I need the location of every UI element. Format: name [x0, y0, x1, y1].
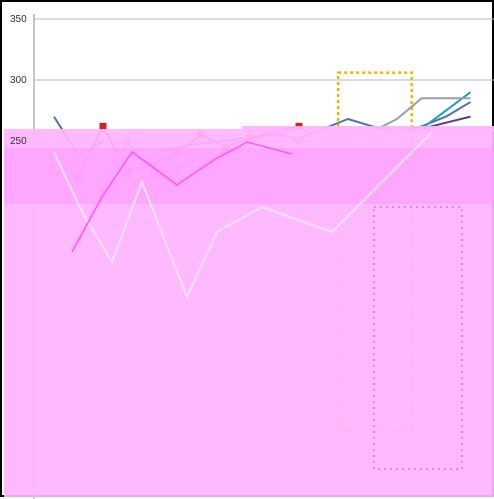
y-axis: 350 300 250 — [10, 14, 27, 147]
series-3-line-0 — [372, 97, 471, 133]
overlay-top-strip — [242, 126, 494, 132]
ghost-line-a — [53, 131, 433, 300]
ghost-line-b — [71, 141, 293, 253]
y-tick-label-300: 300 — [10, 75, 27, 86]
series-3 — [372, 97, 471, 133]
series-1-point-2 — [99, 122, 107, 130]
overlay-band — [4, 148, 494, 204]
occlusion-overlay — [4, 126, 494, 497]
y-tick-label-350: 350 — [10, 14, 27, 25]
y-tick-label-250: 250 — [10, 136, 27, 147]
overlay-dotted-box — [373, 206, 463, 470]
